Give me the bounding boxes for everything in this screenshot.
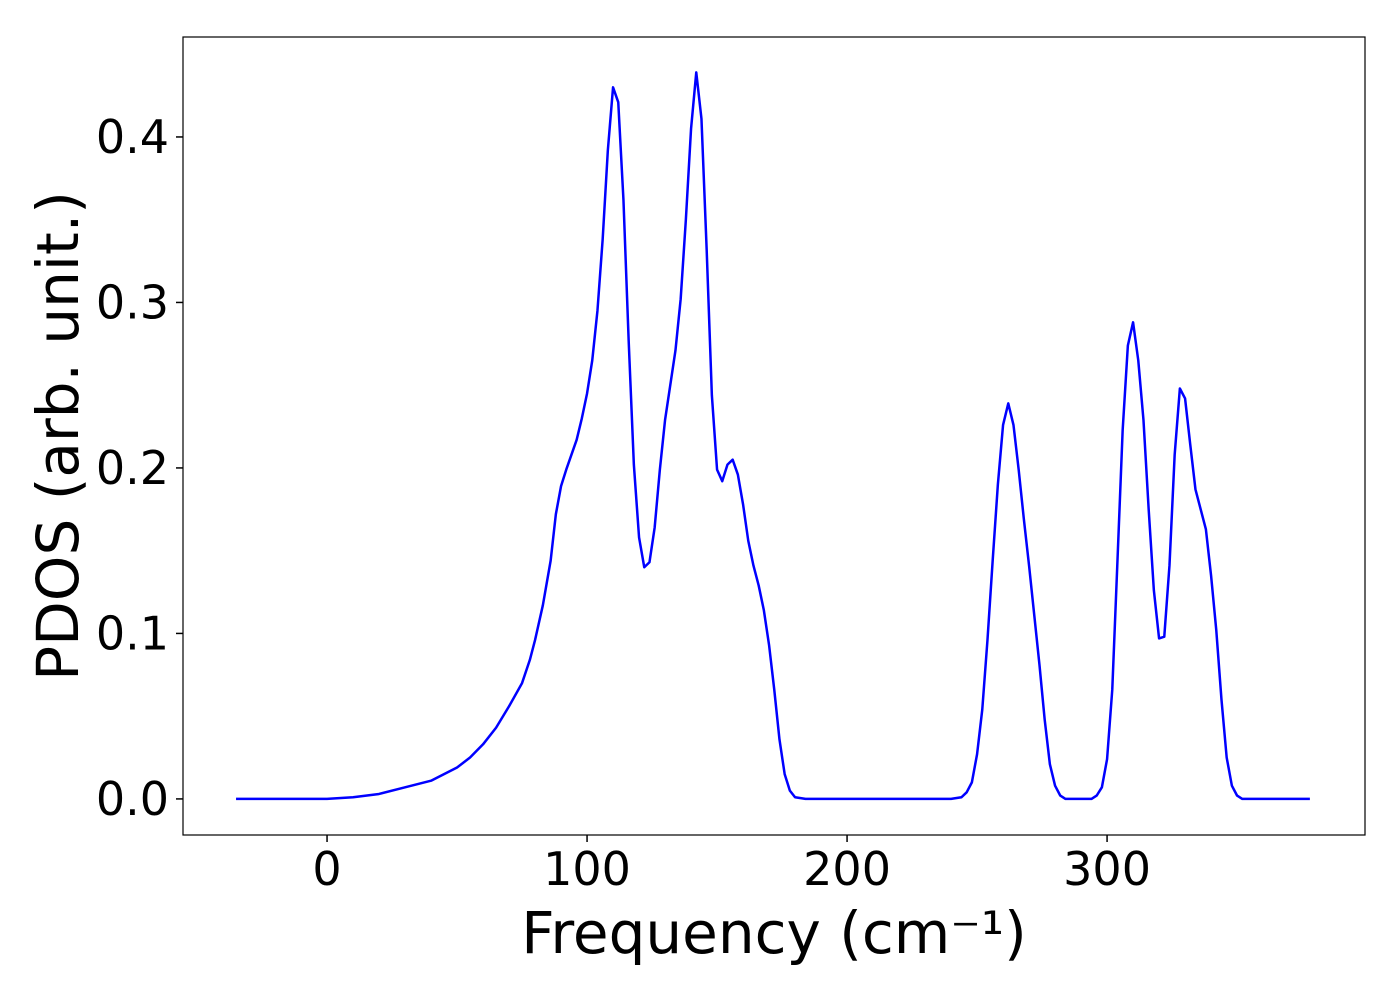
y-tick-label: 0.1 (96, 606, 169, 660)
y-tick-label: 0.2 (96, 441, 169, 495)
x-tick-label: 0 (312, 842, 341, 896)
y-tick-label: 0.3 (96, 275, 169, 329)
x-tick-label: 100 (543, 842, 631, 896)
y-tick-label: 0.0 (96, 772, 169, 826)
y-axis-label: PDOS (arb. unit.) (24, 191, 92, 681)
y-tick-label: 0.4 (96, 110, 169, 164)
x-axis-label: Frequency (cm⁻¹) (521, 899, 1027, 967)
data-line (236, 71, 1310, 801)
plot-frame (182, 36, 1366, 836)
x-tick-label: 300 (1063, 842, 1151, 896)
x-tick-label: 200 (803, 842, 891, 896)
